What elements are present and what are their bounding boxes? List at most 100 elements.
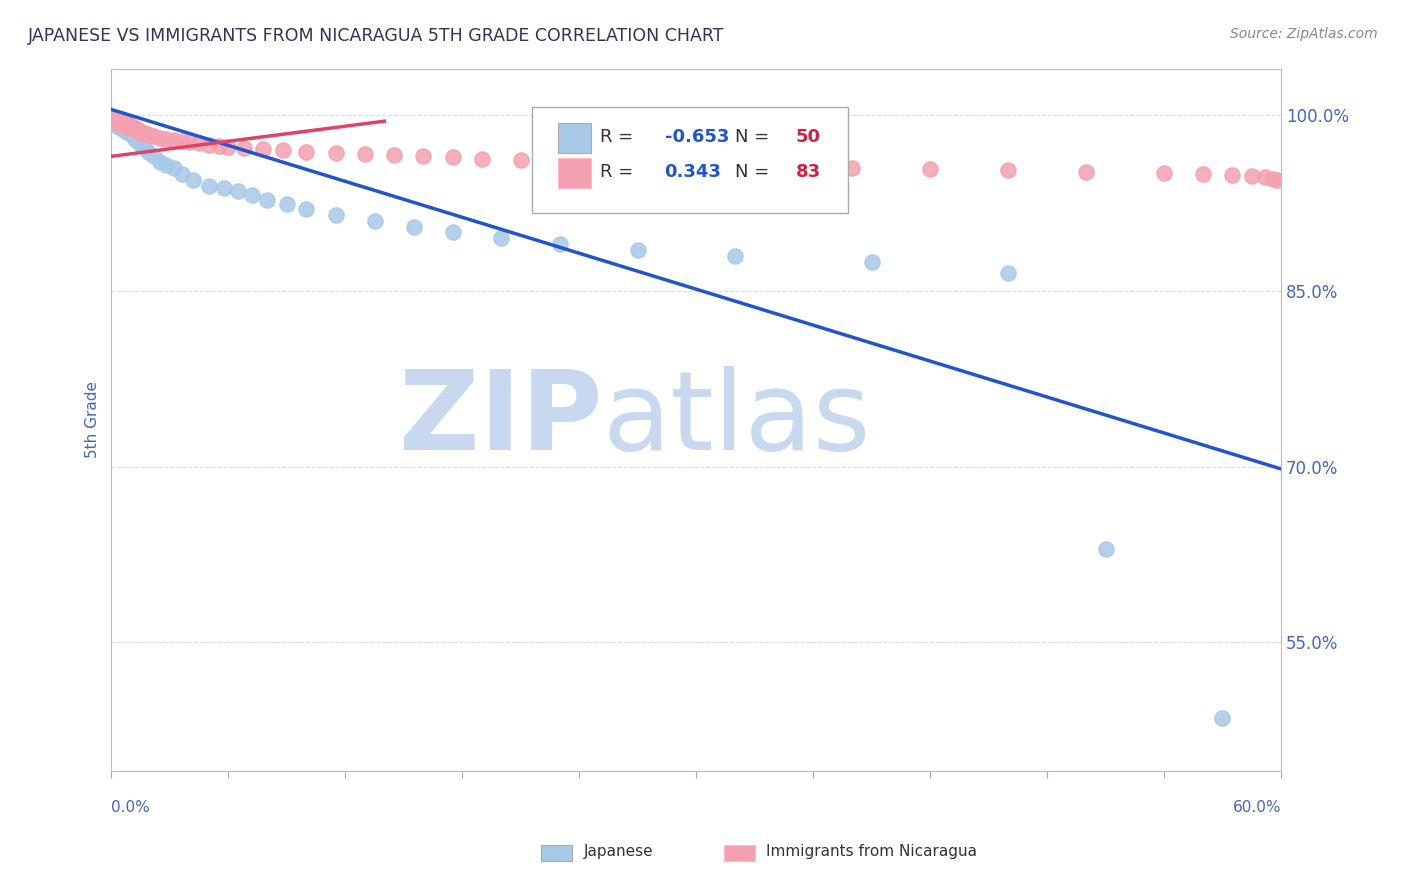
Point [128, 123, 150, 137]
Point [120, 121, 142, 136]
Point [110, 119, 132, 133]
Point [256, 193, 278, 207]
Point [101, 111, 124, 125]
Point [101, 112, 124, 126]
Point [112, 114, 135, 128]
Point [128, 125, 150, 139]
Text: 60.0%: 60.0% [1233, 800, 1281, 815]
Point [325, 208, 347, 222]
Point [110, 113, 132, 128]
Point [110, 121, 132, 136]
Point [112, 120, 135, 134]
Point [170, 134, 193, 148]
Point [120, 119, 142, 133]
Point [295, 202, 318, 216]
Point [125, 122, 148, 136]
FancyBboxPatch shape [533, 107, 848, 212]
Point [353, 147, 375, 161]
Point [125, 134, 148, 148]
Point [149, 155, 172, 169]
Text: atlas: atlas [603, 367, 872, 474]
Point [214, 181, 236, 195]
Point [124, 132, 146, 146]
Point [548, 153, 571, 168]
Point [1094, 541, 1116, 556]
Point [103, 113, 125, 128]
Point [724, 249, 747, 263]
Point [188, 136, 211, 151]
Point [143, 129, 166, 144]
Point [103, 111, 125, 125]
Point [129, 125, 152, 139]
Point [104, 112, 127, 126]
Point [1192, 167, 1215, 181]
Point [118, 126, 141, 140]
Point [105, 119, 128, 133]
Point [441, 151, 464, 165]
Point [104, 114, 127, 128]
Point [675, 157, 697, 171]
Point [198, 137, 221, 152]
Point [101, 111, 124, 125]
Point [1211, 711, 1233, 725]
Y-axis label: 5th Grade: 5th Grade [86, 381, 100, 458]
Point [121, 121, 143, 136]
Point [163, 133, 186, 147]
Point [120, 120, 142, 134]
Text: 0.343: 0.343 [665, 163, 721, 181]
Point [412, 149, 434, 163]
Point [114, 117, 136, 131]
Point [104, 113, 127, 128]
Point [363, 213, 385, 227]
Point [724, 159, 747, 173]
Point [782, 160, 804, 174]
Point [155, 157, 177, 171]
Point [1265, 172, 1288, 186]
Point [134, 126, 156, 140]
Point [121, 129, 143, 144]
Point [103, 112, 125, 126]
Point [114, 115, 136, 129]
Point [170, 167, 193, 181]
Point [509, 153, 531, 167]
Point [112, 122, 135, 136]
Point [325, 145, 347, 160]
Point [104, 115, 127, 129]
Point [841, 161, 863, 175]
Point [207, 138, 229, 153]
Point [179, 136, 201, 150]
Point [104, 117, 127, 131]
Point [233, 141, 256, 155]
Point [252, 142, 274, 156]
Point [120, 127, 142, 141]
Point [101, 112, 124, 126]
Point [1074, 164, 1097, 178]
Point [627, 156, 650, 170]
Point [163, 161, 186, 175]
Bar [558, 123, 591, 153]
Point [103, 114, 125, 128]
Point [627, 243, 650, 257]
Point [1263, 171, 1285, 186]
Point [181, 172, 204, 186]
Point [105, 112, 128, 126]
Point [548, 237, 571, 252]
Point [121, 120, 143, 134]
Point [1220, 168, 1243, 182]
Text: JAPANESE VS IMMIGRANTS FROM NICARAGUA 5TH GRADE CORRELATION CHART: JAPANESE VS IMMIGRANTS FROM NICARAGUA 5T… [28, 27, 724, 45]
Point [441, 226, 464, 240]
Point [108, 113, 131, 128]
Text: Source: ZipAtlas.com: Source: ZipAtlas.com [1230, 27, 1378, 41]
Point [271, 144, 294, 158]
Point [124, 121, 146, 136]
Text: Immigrants from Nicaragua: Immigrants from Nicaragua [766, 845, 977, 859]
Point [101, 111, 124, 125]
Point [997, 163, 1019, 178]
Point [217, 140, 239, 154]
Bar [558, 159, 591, 188]
Point [382, 148, 405, 162]
Point [226, 185, 249, 199]
Point [110, 117, 132, 131]
Text: R =: R = [600, 163, 640, 181]
Point [588, 155, 610, 169]
